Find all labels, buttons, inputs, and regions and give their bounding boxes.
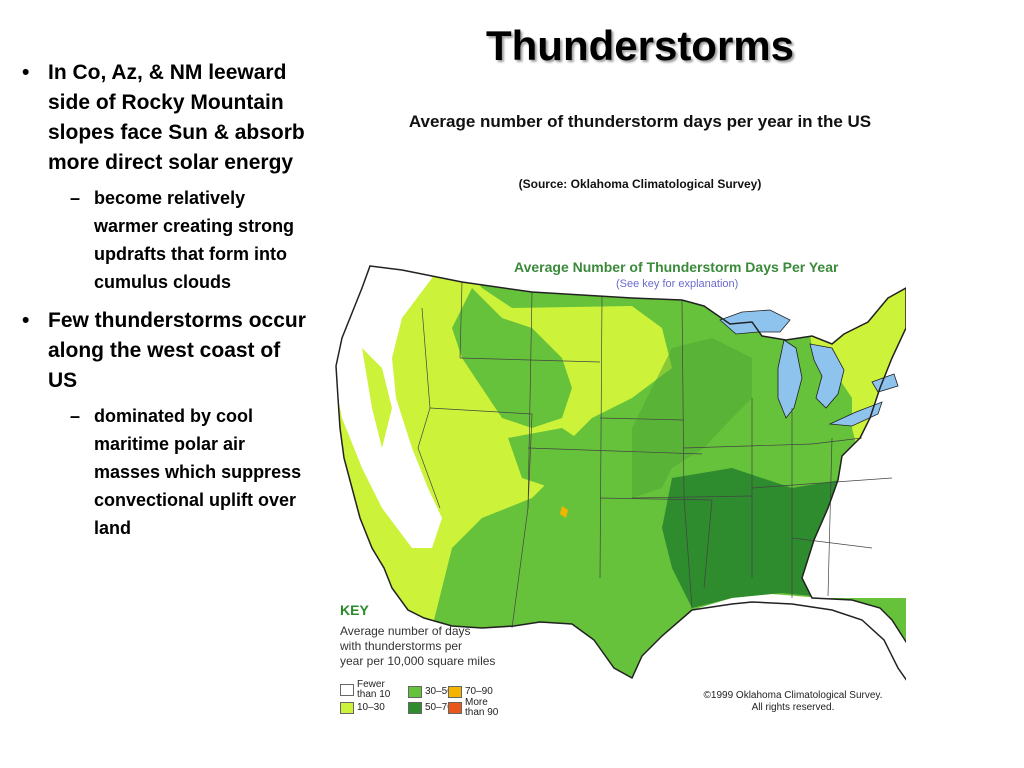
legend-item: 30–50 (408, 686, 453, 698)
legend-item: 10–30 (340, 702, 385, 714)
slide-subtitle: Average number of thunderstorm days per … (408, 112, 872, 131)
sub-bullet-item: – become relatively warmer creating stro… (12, 184, 312, 296)
legend-label: 70–90 (465, 686, 493, 697)
legend-swatch (340, 702, 354, 714)
map-regions (336, 266, 906, 718)
legend-swatch (448, 686, 462, 698)
bullet-list: • In Co, Az, & NM leeward side of Rocky … (12, 58, 312, 552)
legend-item: Fewer than 10 (340, 680, 390, 700)
legend-label: 30–50 (425, 686, 453, 697)
legend-label: 50–70 (425, 702, 453, 713)
legend-label: 10–30 (357, 702, 385, 713)
slide-title: Thunderstorms (485, 22, 795, 69)
map-title: Average Number of Thunderstorm Days Per … (514, 259, 839, 275)
legend-item: 50–70 (408, 702, 453, 714)
dash-icon: – (70, 188, 81, 208)
state-borders (417, 281, 893, 629)
legend-swatch (448, 702, 462, 714)
bullet-text: In Co, Az, & NM leeward side of Rocky Mo… (48, 61, 305, 174)
bullet-dot-icon: • (22, 61, 30, 84)
bullet-text: Few thunderstorms occur along the west c… (48, 309, 306, 392)
sub-bullet-text: become relatively warmer creating strong… (94, 188, 295, 292)
lakes (719, 309, 899, 427)
bullet-item: • Few thunderstorms occur along the west… (12, 306, 312, 396)
legend-item: More than 90 (448, 698, 498, 718)
source-citation: (Source: Oklahoma Climatological Survey) (518, 177, 762, 191)
legend-swatch (408, 702, 422, 714)
thunderstorm-map: Average Number of Thunderstorm Days Per … (332, 248, 906, 718)
key-description: Average number of days with thunderstorm… (340, 624, 496, 668)
us-map-graphic (335, 265, 906, 718)
sub-bullet-text: dominated by cool maritime polar air mas… (94, 406, 302, 538)
sub-bullet-item: – dominated by cool maritime polar air m… (12, 402, 312, 542)
us-outline (335, 265, 906, 681)
legend-label: Fewer than 10 (357, 679, 391, 700)
legend-item: 70–90 (448, 686, 493, 698)
key-heading: KEY (340, 602, 369, 618)
dash-icon: – (70, 406, 81, 426)
bullet-item: • In Co, Az, & NM leeward side of Rocky … (12, 58, 312, 178)
bullet-dot-icon: • (22, 309, 30, 332)
legend-label: More than 90 (465, 697, 499, 718)
legend-swatch (408, 686, 422, 698)
map-subtitle: (See key for explanation) (616, 278, 739, 290)
legend-swatch (340, 684, 354, 696)
map-copyright: ©1999 Oklahoma Climatological Survey. Al… (703, 690, 883, 713)
